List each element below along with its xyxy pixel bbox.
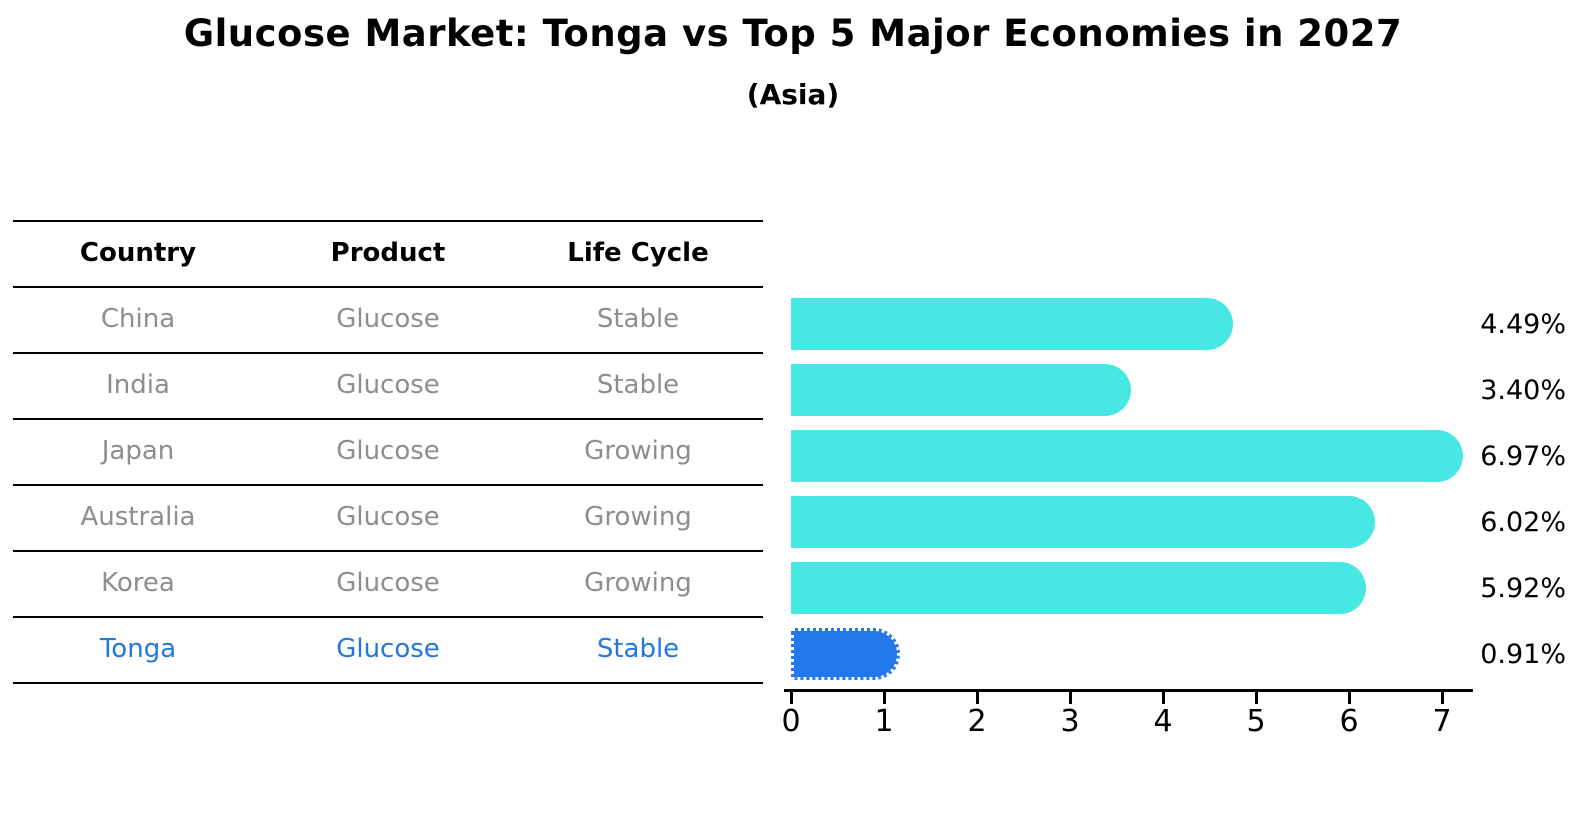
table-cell-product: Glucose	[336, 568, 440, 598]
table-header-life-cycle: Life Cycle	[567, 238, 709, 268]
bar-china	[791, 298, 1233, 350]
table-top-border	[13, 220, 763, 222]
table-row-india: India Glucose Stable	[13, 352, 763, 418]
x-axis-tick	[1069, 692, 1072, 704]
x-axis-tick	[1441, 692, 1444, 704]
x-axis-tick	[976, 692, 979, 704]
x-axis-tick	[1255, 692, 1258, 704]
bar-value-label-korea: 5.92%	[1480, 572, 1566, 604]
bar-value-label-china: 4.49%	[1480, 308, 1566, 340]
table-cell-product: Glucose	[336, 502, 440, 532]
table-cell-country: Korea	[101, 568, 175, 598]
x-axis-tick-label: 4	[1153, 704, 1173, 739]
table-row-separator	[13, 616, 763, 618]
table-row-separator	[13, 484, 763, 486]
bar-value-label-japan: 6.97%	[1480, 440, 1566, 472]
table-header-separator	[13, 286, 763, 288]
table-cell-life-cycle: Growing	[584, 436, 692, 466]
x-axis-tick	[1162, 692, 1165, 704]
table-row-separator	[13, 682, 763, 684]
x-axis-tick	[1348, 692, 1351, 704]
table-row-tonga: Tonga Glucose Stable	[13, 616, 763, 682]
x-axis-tick-label: 1	[874, 704, 894, 739]
x-axis-tick	[790, 692, 793, 704]
table-header-product: Product	[330, 238, 446, 268]
table-row-korea: Korea Glucose Growing	[13, 550, 763, 616]
table-cell-country: India	[106, 370, 170, 400]
bar-value-label-tonga: 0.91%	[1480, 638, 1566, 670]
bar-value-label-india: 3.40%	[1480, 374, 1566, 406]
table-row-australia: Australia Glucose Growing	[13, 484, 763, 550]
bar-value-label-australia: 6.02%	[1480, 506, 1566, 538]
table-cell-country: Australia	[80, 502, 196, 532]
table-cell-product: Glucose	[336, 436, 440, 466]
chart-title: Glucose Market: Tonga vs Top 5 Major Eco…	[183, 12, 1403, 55]
bar-india	[791, 364, 1132, 416]
x-axis-tick	[883, 692, 886, 704]
x-axis-tick-label: 2	[967, 704, 987, 739]
table-header-country: Country	[79, 238, 197, 268]
x-axis-tick-label: 7	[1432, 704, 1452, 739]
table-cell-country: Tonga	[99, 634, 177, 664]
x-axis-line	[784, 689, 1473, 692]
table-cell-country: China	[100, 304, 176, 334]
table-cell-life-cycle: Stable	[596, 370, 680, 400]
table-row-separator	[13, 352, 763, 354]
bar-tonga	[791, 628, 900, 680]
table-cell-life-cycle: Stable	[596, 634, 680, 664]
table-row-separator	[13, 418, 763, 420]
table-row-japan: Japan Glucose Growing	[13, 418, 763, 484]
x-axis-tick-label: 0	[781, 704, 801, 739]
chart-subtitle: (Asia)	[746, 78, 840, 111]
x-axis-tick-label: 3	[1060, 704, 1080, 739]
table-cell-product: Glucose	[336, 304, 440, 334]
table-cell-product: Glucose	[336, 634, 440, 664]
table-cell-life-cycle: Growing	[584, 502, 692, 532]
bar-australia	[791, 496, 1375, 548]
table-cell-life-cycle: Stable	[596, 304, 680, 334]
table-cell-country: Japan	[101, 436, 175, 466]
table-cell-product: Glucose	[336, 370, 440, 400]
bar-korea	[791, 562, 1366, 614]
table-row-china: China Glucose Stable	[13, 286, 763, 352]
table-cell-life-cycle: Growing	[584, 568, 692, 598]
x-axis-tick-label: 6	[1339, 704, 1359, 739]
bar-japan	[791, 430, 1464, 482]
table-header-row: Country Product Life Cycle	[13, 220, 763, 286]
x-axis-tick-label: 5	[1246, 704, 1266, 739]
table-row-separator	[13, 550, 763, 552]
